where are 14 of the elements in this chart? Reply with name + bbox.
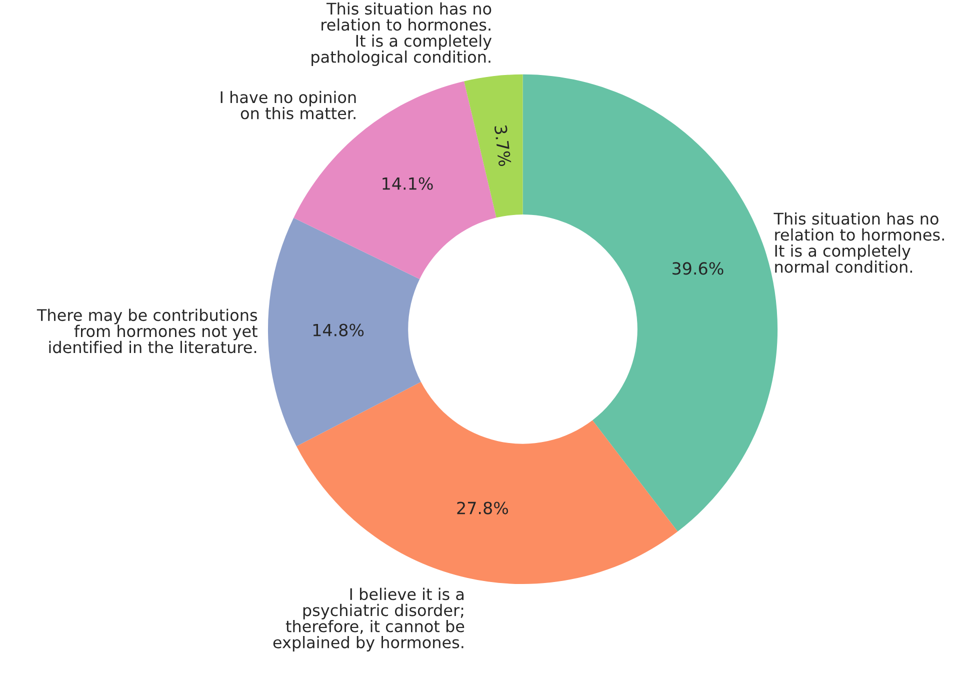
slice-label: I have no opinion on this matter. [220,90,356,120]
slice-label: This situation has no relation to hormones. It is a completely pathological condition. [312,2,492,66]
data-label: 3.7% [494,125,512,166]
data-label: 27.8% [457,502,508,514]
data-label: 39.6% [672,262,724,275]
data-label: 14.8% [313,324,364,336]
donut-slice [464,74,523,218]
donut-slice [296,382,678,584]
donut-slice [294,81,496,280]
slice-label: There may be contributions from hormones not yet identified in the literature. [36,308,258,354]
donut-slice [268,218,421,446]
slice-label: This situation has no relation to hormones. It is a completely normal condition. [774,212,944,273]
slice-label: I believe it is a psychiatric disorder; therefore, it cannot be explained by hormones. [273,588,464,652]
data-label: 14.1% [382,177,433,190]
